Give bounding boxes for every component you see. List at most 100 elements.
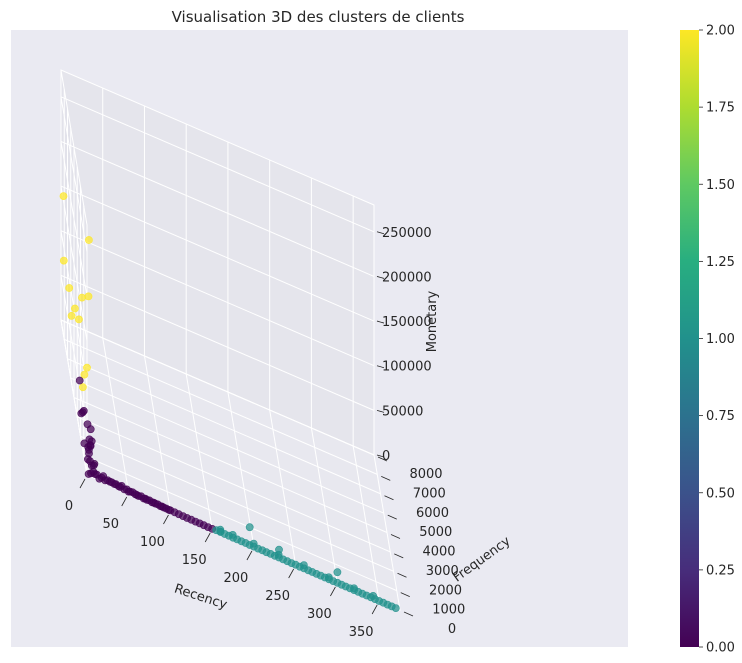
y-tick-mark xyxy=(403,611,414,617)
cluster-2-point xyxy=(67,311,76,320)
y-tick-label: 6000 xyxy=(416,506,449,521)
y-gridline-floor xyxy=(73,397,388,533)
x-tick-label: 50 xyxy=(102,517,119,532)
x-tick-mark xyxy=(121,496,128,507)
x-tick-mark xyxy=(288,568,295,579)
cluster-2-point xyxy=(83,363,91,372)
x-tick-mark xyxy=(79,478,86,489)
x-tick-mark xyxy=(330,586,336,597)
z-gridline-side xyxy=(60,319,88,476)
y-tick-mark xyxy=(400,592,410,597)
z-gridline-back xyxy=(60,230,375,367)
z-tick-mark xyxy=(376,231,385,235)
cluster-2-point xyxy=(59,256,68,265)
y-tick-label: 2000 xyxy=(429,583,462,598)
cluster-2-point xyxy=(78,293,86,302)
cluster-0-point xyxy=(84,470,93,478)
z-gridline-back xyxy=(60,319,375,456)
z-tick-label: 100000 xyxy=(382,360,432,375)
x-tick-label: 200 xyxy=(224,571,249,586)
z-gridline-back xyxy=(60,96,375,233)
y-tick-label: 5000 xyxy=(419,525,452,540)
y-tick-label: 3000 xyxy=(426,564,459,579)
colorbar-ticks: 0.00 0.25 0.50 0.75 1.00 1.25 1.50 1.75 2.00 xyxy=(699,24,735,656)
x-tick-mark xyxy=(204,532,211,543)
cluster-2-point xyxy=(65,284,74,292)
colorbar-tick-label: 0.50 xyxy=(706,486,735,501)
cluster-0-point xyxy=(75,376,84,385)
y-gridline-floor xyxy=(83,455,397,592)
z-gridline-side xyxy=(60,275,88,431)
points-layer xyxy=(59,192,400,612)
cluster-2-point xyxy=(85,236,93,244)
y-gridline-floor xyxy=(70,377,384,514)
x-tick-label: 0 xyxy=(65,499,73,514)
z-gridline-side xyxy=(60,185,88,342)
x-tick-label: 250 xyxy=(265,589,290,604)
cluster-2-point xyxy=(71,304,79,313)
cluster-2-point xyxy=(59,192,68,200)
cluster-2-point xyxy=(84,292,93,301)
cluster-1-point xyxy=(245,523,254,532)
colorbar-tick-label: 1.00 xyxy=(706,332,735,347)
z-gridline-back xyxy=(60,274,375,411)
cluster-2-point xyxy=(79,383,87,392)
z-gridline-side xyxy=(60,141,88,297)
y-gridline-floor xyxy=(67,358,381,495)
z-gridline-side xyxy=(60,96,88,252)
z-gridline-back xyxy=(60,185,375,322)
cluster-0-point xyxy=(124,487,133,496)
y-tick-mark xyxy=(387,514,397,520)
z-tick-mark xyxy=(376,276,385,279)
z-tick-mark xyxy=(376,320,385,324)
colorbar-tick-label: 1.75 xyxy=(706,101,735,116)
y-tick-mark xyxy=(397,572,407,578)
cluster-1-point xyxy=(275,545,283,554)
cluster-2-point xyxy=(75,315,83,324)
x-tick-mark xyxy=(246,550,253,561)
y-tick-label: 4000 xyxy=(422,545,455,560)
z-tick-label: 0 xyxy=(382,449,390,464)
z-tick-label: 200000 xyxy=(382,270,432,285)
colorbar-tick-label: 0.25 xyxy=(706,563,735,578)
z-gridline-back xyxy=(60,140,375,277)
y-tick-label: 7000 xyxy=(413,486,446,501)
ticks-layer: 0 50 100 150 200 250 300 350 0 1000 2000 3000 4000 50… xyxy=(65,226,465,640)
cluster-1-point xyxy=(333,568,342,577)
x-tick-mark xyxy=(163,514,169,525)
colorbar-tick-label: 0.75 xyxy=(706,409,735,424)
grid-layer xyxy=(60,70,401,611)
colorbar-tick-label: 1.25 xyxy=(706,255,735,270)
z-tick-label: 50000 xyxy=(382,404,423,419)
z-tick-label: 150000 xyxy=(382,315,432,330)
x-tick-label: 100 xyxy=(140,535,165,550)
x-tick-label: 350 xyxy=(349,625,374,640)
colorbar-tick-label: 2.00 xyxy=(706,24,735,39)
y-gridline-floor xyxy=(64,338,378,475)
z-tick-mark xyxy=(376,365,385,369)
cluster-0-point xyxy=(108,478,116,487)
z-tick-mark xyxy=(376,454,385,458)
y-tick-mark xyxy=(390,534,401,539)
cluster-0-point xyxy=(79,406,88,415)
y-gridline-floor xyxy=(77,416,391,553)
cluster-1-point xyxy=(391,604,400,612)
y-tick-mark xyxy=(384,495,394,501)
y-tick-mark xyxy=(377,456,388,462)
y-tick-mark xyxy=(394,553,404,559)
z-axis-label: Monetary xyxy=(425,290,440,352)
colorbar-tick-label: 0.00 xyxy=(706,641,735,656)
chart-title: Visualisation 3D des clusters de clients xyxy=(172,8,465,26)
z-tick-label: 250000 xyxy=(382,226,432,241)
y-tick-label: 8000 xyxy=(409,467,442,482)
colorbar xyxy=(680,30,699,647)
cluster-0-point xyxy=(101,476,110,485)
y-tick-label: 1000 xyxy=(432,603,465,618)
y-tick-label: 0 xyxy=(448,622,456,637)
cluster-0-point xyxy=(114,482,123,490)
x-tick-label: 300 xyxy=(307,607,332,622)
cluster-0-point xyxy=(85,449,93,458)
y-gridline-floor xyxy=(80,435,394,572)
